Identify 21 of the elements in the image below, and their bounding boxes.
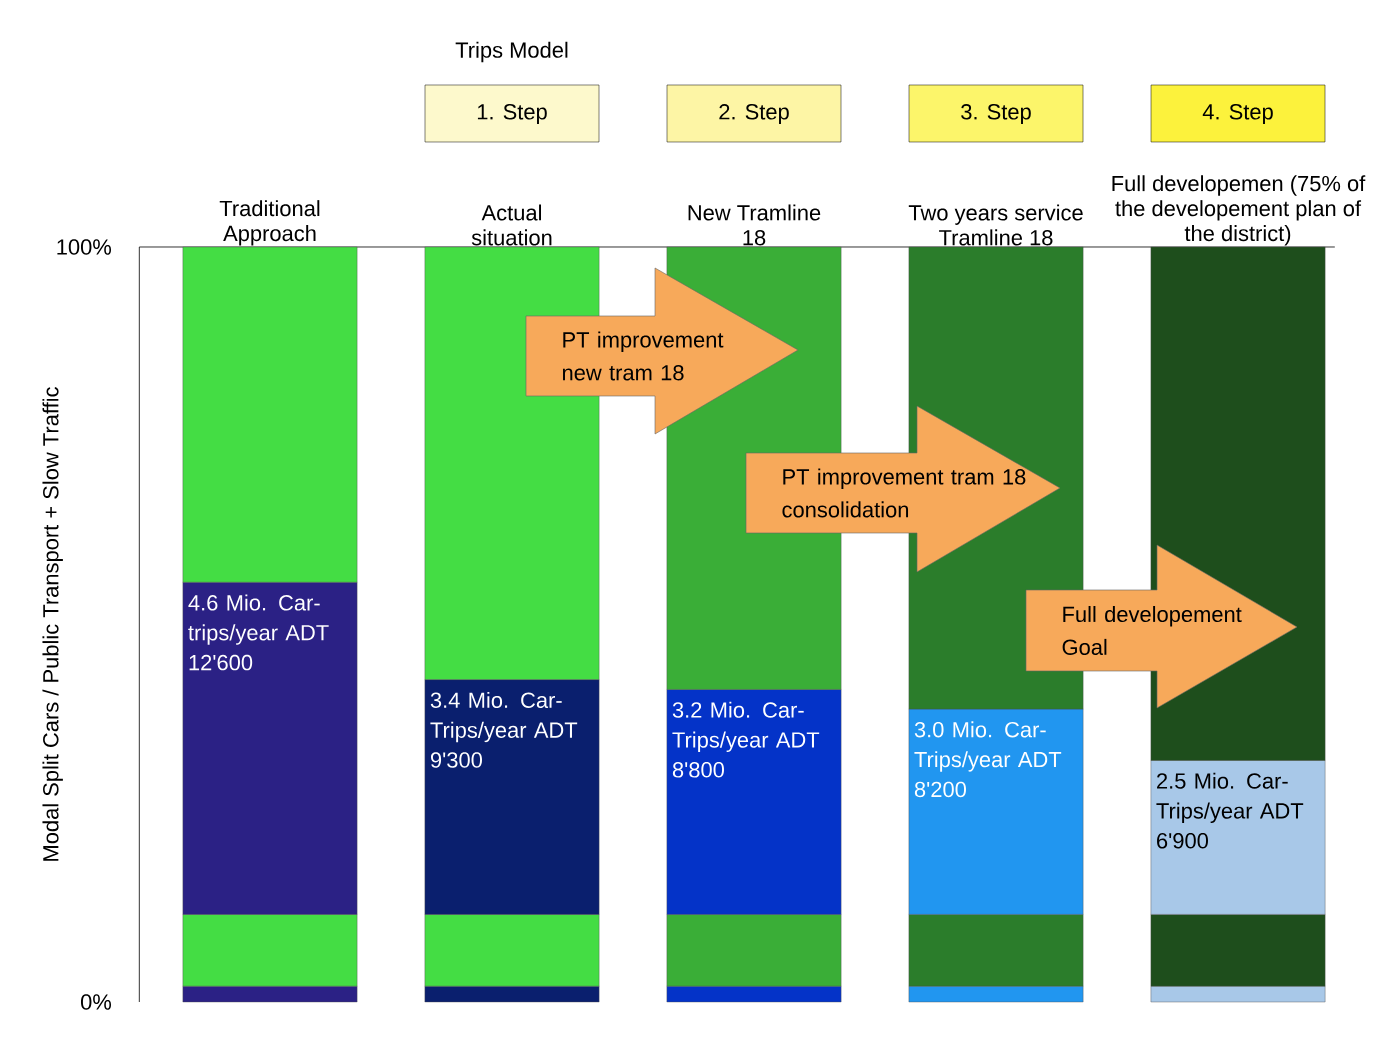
annotation: PT improvement new tram 18 [562,331,724,381]
text: 1. Step [477,104,547,124]
annotation: 2.5 Mio. Car-Trips/year ADT 6'900 [1156,772,1304,849]
annotation: 4.6 Mio. Car-trips/year ADT 12'600 [188,594,329,671]
text: 3. Step [961,104,1031,124]
annotation: PT improvement tram 18 consolidation [782,468,1026,518]
y-tick-label: 0% [80,994,112,1010]
x-tick-label: Actual situation [471,204,552,246]
annotation: Full developement Goal [1062,606,1242,655]
x-tick-label: Full developemen (75% of the developement plan of the district) [1112,175,1366,246]
text: 4. Step [1202,104,1273,124]
text: 2. Step [719,104,789,124]
x-tick-label: Traditional Approach [219,200,320,246]
text: Trips Model [455,41,568,63]
y-axis-title: Modal Split Cars / Public Transport + Slow Traffic [42,387,63,861]
x-tick-label: New Tramline 18 [688,204,821,246]
annotation: 3.2 Mio. Car-Trips/year ADT 8'800 [672,701,820,778]
y-tick-label: 100% [57,239,111,255]
annotation: 3.0 Mio. Car-Trips/year ADT 8'200 [914,721,1062,798]
annotation: 3.4 Mio. Car-Trips/year ADT 9'300 [430,691,578,768]
x-tick-label: Two years service Tramline 18 [908,204,1083,246]
